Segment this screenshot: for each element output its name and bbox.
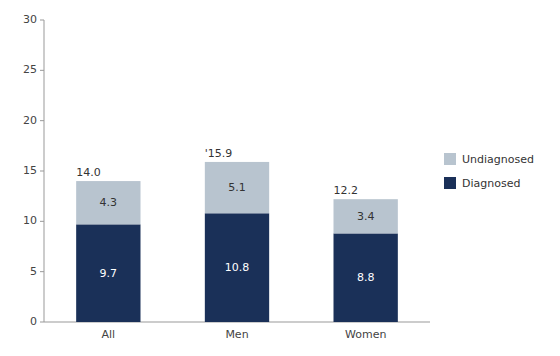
legend: Undiagnosed Diagnosed [444,153,534,190]
bar-segment [334,233,398,322]
value-label: 4.3 [100,196,118,209]
y-tick-label: 0 [30,315,37,328]
y-tick [40,70,44,71]
x-tick-label: All [102,328,116,341]
y-tick-label: 20 [23,114,37,127]
x-tick-label: Men [225,328,248,341]
y-tick-label: 25 [23,63,37,76]
x-tick-label: Women [345,328,386,341]
value-label: 5.1 [228,181,246,194]
y-tick [40,271,44,272]
chart: 0 5 10 15 20 25 30 All Men Women 9.7 10.8 8.8 4.3 5.1 3… [0,0,560,356]
value-label: 10.8 [225,261,250,274]
y-tick-label: 10 [23,214,37,227]
legend-label: Diagnosed [462,177,520,190]
value-label: 8.8 [357,271,375,284]
total-label: '15.9 [205,147,233,160]
bar-segment [205,162,269,213]
bar-segment [76,181,140,224]
bar-segment [76,224,140,322]
labels: 9.7 10.8 8.8 4.3 5.1 3.4 14.0 '15.9 12.2 [76,147,374,284]
total-label: 14.0 [76,166,101,179]
legend-swatch [444,177,456,189]
total-label: 12.2 [334,184,359,197]
legend-label: Undiagnosed [462,153,534,166]
value-label: 9.7 [100,267,118,280]
bars [76,162,398,322]
value-label: 3.4 [357,210,375,223]
bar-segment [334,199,398,233]
y-tick-label: 5 [30,265,37,278]
y-tick [40,120,44,121]
legend-swatch [444,153,456,165]
bar-segment [205,213,269,322]
y-tick [40,322,44,323]
y-tick-label: 30 [23,13,37,26]
y-tick [40,221,44,222]
y-tick [40,20,44,21]
y-tick [40,171,44,172]
y-tick-label: 15 [23,164,37,177]
